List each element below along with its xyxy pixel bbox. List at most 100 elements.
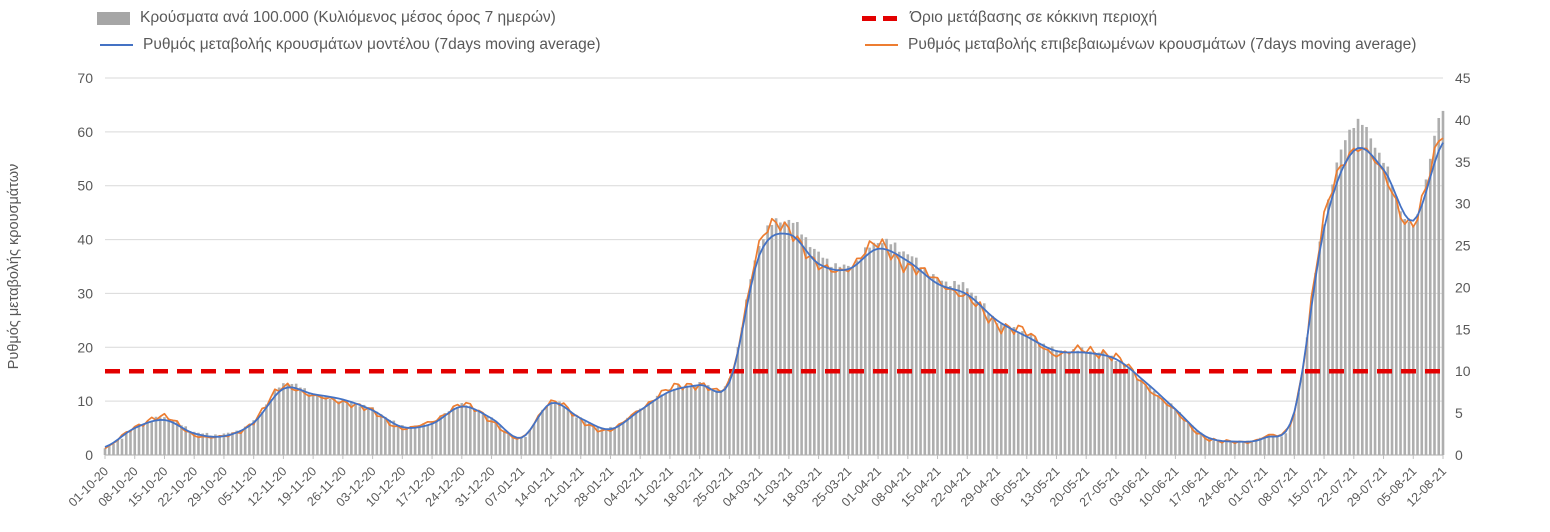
bar: [575, 417, 578, 455]
bar: [562, 406, 566, 455]
bar: [485, 416, 489, 455]
bar: [536, 416, 540, 455]
bar: [689, 385, 693, 455]
legend-label-model-line: Ρυθμός μεταβολής κρουσμάτων μοντέλου (7d…: [143, 36, 601, 53]
bar: [1246, 440, 1249, 455]
bar: [222, 433, 226, 455]
bar: [677, 384, 680, 455]
bar: [1097, 352, 1101, 455]
bar: [668, 389, 672, 455]
bar: [218, 435, 221, 455]
bar: [384, 416, 387, 455]
legend-label-confirmed-line: Ρυθμός μεταβολής επιβεβαιωμένων κρουσμάτ…: [908, 36, 1417, 53]
bar: [502, 430, 506, 455]
bar: [1339, 149, 1343, 456]
bar: [553, 402, 557, 455]
bar: [1008, 327, 1012, 455]
bar: [634, 412, 638, 455]
bar: [286, 384, 289, 455]
bar: [558, 401, 561, 455]
bar: [1118, 360, 1122, 455]
bar: [507, 433, 510, 455]
bar: [1394, 196, 1398, 455]
bar: [379, 414, 383, 455]
bar: [1318, 241, 1322, 455]
bar: [1271, 436, 1275, 455]
bar: [1424, 179, 1428, 455]
bar: [452, 407, 455, 455]
bar: [978, 302, 982, 455]
bar: [1276, 436, 1279, 455]
bars-legend-marker: [97, 11, 130, 25]
bar: [103, 448, 107, 455]
bar: [842, 264, 846, 455]
bar: [961, 282, 965, 455]
bar: [825, 258, 829, 455]
bar: [923, 267, 927, 455]
bar: [834, 263, 837, 455]
bar: [1148, 385, 1152, 455]
bar: [350, 402, 353, 455]
bar: [367, 407, 370, 455]
bar: [1178, 412, 1181, 455]
bar: [1403, 219, 1407, 455]
bar: [711, 390, 714, 455]
bar: [1182, 418, 1186, 455]
bar: [566, 409, 570, 455]
bar: [1407, 221, 1411, 455]
bar: [1382, 162, 1385, 455]
bar: [1025, 334, 1029, 455]
legend-item-confirmed-line[interactable]: Ρυθμός μεταβολής επιβεβαιωμένων κρουσμάτ…: [865, 36, 1416, 54]
bar: [129, 430, 132, 455]
bar: [638, 408, 642, 455]
y-right-tick-label: 15: [1455, 321, 1471, 337]
bar: [1101, 351, 1105, 455]
bar: [320, 395, 323, 455]
bar: [205, 432, 209, 455]
bar: [392, 420, 396, 455]
bar: [851, 267, 854, 455]
bar: [723, 386, 727, 455]
bar: [621, 422, 625, 455]
bar: [490, 417, 493, 455]
bar: [1004, 324, 1007, 455]
bar: [1059, 350, 1063, 455]
bar: [1254, 440, 1258, 455]
legend-item-threshold[interactable]: Όριο μετάβασης σε κόκκινη περιοχή: [862, 9, 1157, 27]
bar: [226, 432, 230, 455]
bar: [180, 425, 183, 455]
bar: [1233, 442, 1237, 455]
bar: [171, 421, 175, 455]
bar: [1322, 224, 1326, 455]
bar: [256, 417, 260, 455]
bar: [1229, 441, 1232, 455]
bar: [655, 395, 659, 455]
bar: [881, 243, 884, 455]
bar: [919, 267, 922, 455]
bar: [192, 431, 196, 455]
bar: [341, 399, 345, 455]
y-right-tick-label: 5: [1455, 405, 1463, 421]
bar: [613, 428, 617, 455]
bar: [158, 417, 162, 455]
legend-item-model-line[interactable]: Ρυθμός μεταβολής κρουσμάτων μοντέλου (7d…: [100, 36, 601, 54]
bar: [1335, 162, 1339, 455]
bar: [1212, 440, 1215, 455]
bar: [617, 424, 621, 455]
legend-item-cases-bars[interactable]: Κρούσματα ανά 100.000 (Κυλιόμενος μέσος …: [97, 9, 556, 27]
bar: [1386, 166, 1390, 456]
bar: [787, 219, 791, 455]
y-right-tick-label: 45: [1455, 70, 1471, 86]
bar: [1186, 422, 1190, 455]
bar: [1076, 350, 1079, 455]
bar: [728, 378, 731, 455]
bar: [1038, 342, 1041, 455]
bar: [694, 384, 697, 455]
cases-bars-series: [103, 110, 1445, 456]
bar: [1297, 392, 1300, 455]
threshold-legend-marker: [862, 15, 900, 21]
bar: [1084, 351, 1088, 455]
bar: [269, 398, 272, 455]
bar: [1250, 440, 1254, 455]
